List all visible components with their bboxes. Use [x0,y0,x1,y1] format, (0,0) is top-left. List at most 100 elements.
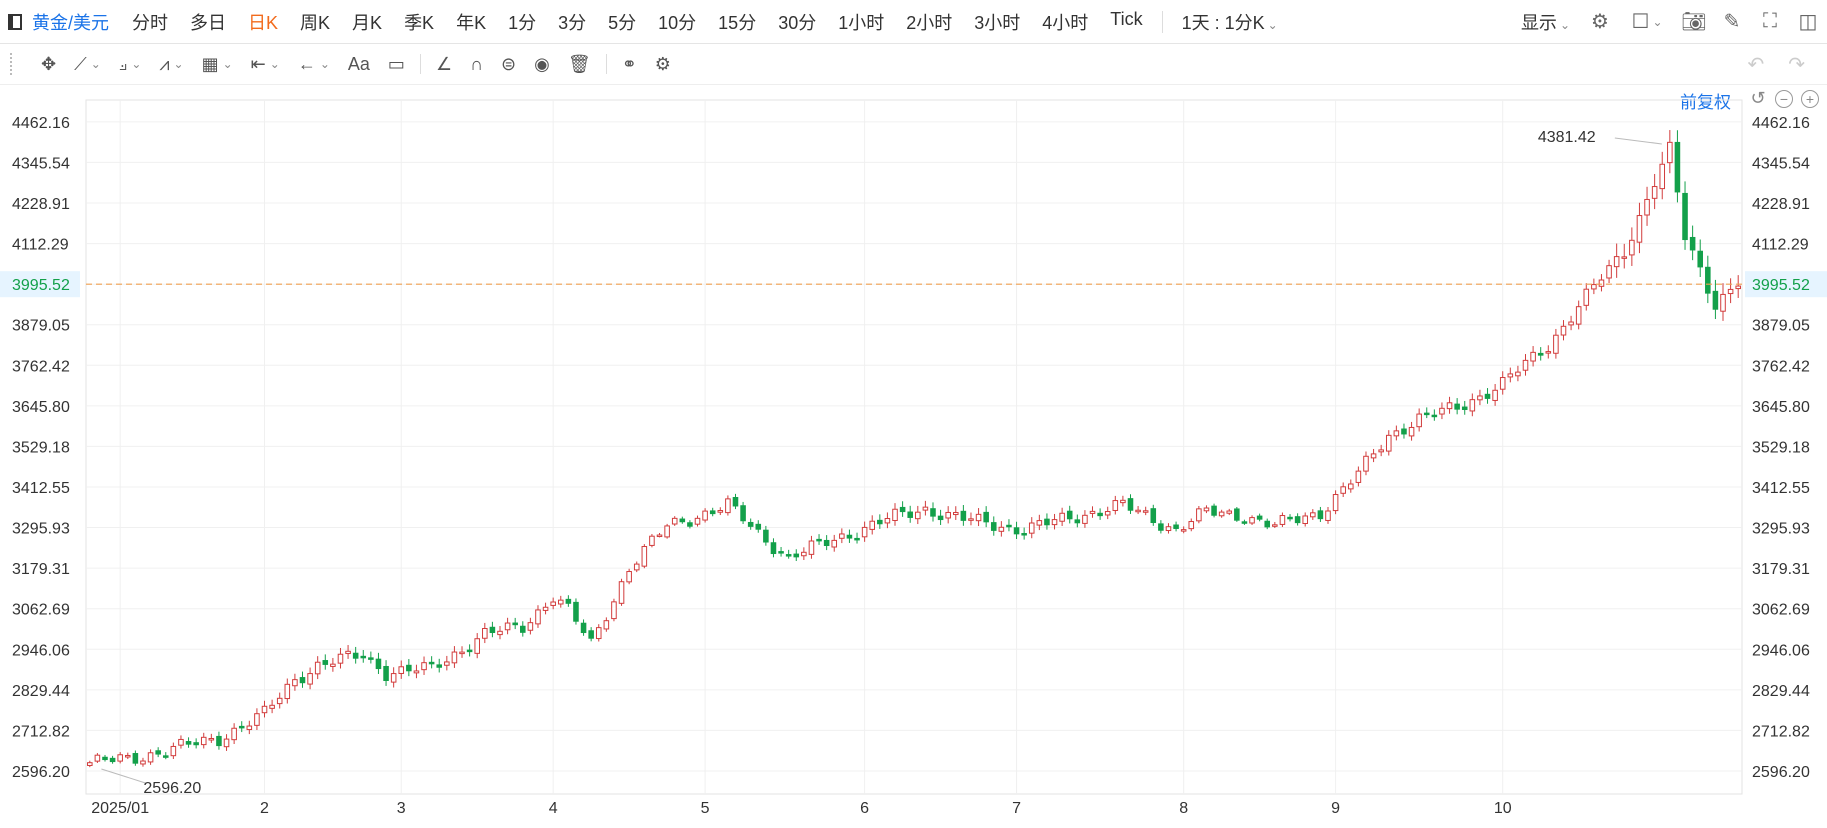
measure-range-icon[interactable]: ⇤ ⌄ [250,53,280,74]
candle [87,760,93,768]
candle [1461,400,1468,415]
period-tab[interactable]: 季K [404,12,435,33]
y-tick-label: 2596.20 [1752,764,1810,781]
candle-body [352,652,359,659]
candle [1735,275,1741,298]
text-tool-icon[interactable]: Aa [347,53,370,74]
candle [899,501,906,517]
candle-body [542,606,549,611]
zoom-out-icon[interactable]: − [1775,90,1793,108]
trend-line-icon[interactable]: ⟋ ⌄ [74,53,101,74]
layout-select-icon[interactable]: ☐ ⌄ [1631,11,1663,33]
period-tab[interactable]: 15分 [718,12,757,33]
candle [709,507,716,517]
candle-body [1066,510,1073,520]
candle-body [671,517,678,525]
period-tab[interactable]: 2小时 [906,12,953,33]
candle-body [930,508,936,517]
period-tab[interactable]: 30分 [778,12,817,33]
reset-icon[interactable]: ↺ [1750,88,1766,108]
y-tick-label: 3412.55 [1752,480,1810,497]
period-tab[interactable]: 3分 [558,12,587,33]
undo-icon[interactable]: ↶ [1747,53,1765,76]
settings-gear-icon[interactable]: ⚙ [1591,11,1609,33]
candle-body [1712,290,1719,310]
candle [861,521,868,542]
candle-body [421,662,427,671]
period-tab[interactable]: 日K [248,12,279,33]
candle [869,515,875,535]
candle-body [1188,521,1195,530]
compare-icon[interactable]: ⚭ [621,53,637,74]
candle [497,625,503,640]
period-tab[interactable]: 月K [352,12,383,33]
trash-icon[interactable]: 🗑︎ [567,53,591,74]
candle [1218,509,1225,518]
symbol-name[interactable]: 黄金/美元 [32,12,110,33]
candle-body [208,737,215,741]
lock-drawings-icon[interactable]: ⊜ [501,53,517,74]
period-tab[interactable]: 周K [300,12,331,33]
candle-body [1317,510,1324,520]
period-tab[interactable]: 5分 [608,12,637,33]
toolbar-grip[interactable] [10,53,18,75]
candle [1074,514,1081,528]
side-panel-icon[interactable]: ◫ [1798,11,1818,33]
arrow-left-icon[interactable]: ← ⌄ [297,53,330,74]
period-tab[interactable]: 10分 [658,12,697,33]
divider [605,54,607,74]
candle [740,501,746,525]
period-tab[interactable]: 4小时 [1042,12,1089,33]
candle-body [1613,256,1620,268]
candle-body [945,511,951,519]
y-tick-label: 3412.55 [12,480,70,497]
draw-settings-icon[interactable]: ⚙ [654,53,671,74]
chevron-down-icon: ⌄ [269,57,280,71]
candle-body [1241,521,1248,524]
comment-icon[interactable]: ▭ [387,53,405,74]
fibonacci-icon[interactable]: ▦ ⌄ [201,53,233,74]
candle-body [1355,470,1362,483]
candle [618,578,625,606]
zoom-in-icon[interactable]: + [1801,90,1819,108]
angle-icon[interactable]: ∠ [435,53,453,74]
wave-pattern-icon[interactable]: ⩘ ⌄ [159,53,184,74]
period-tab[interactable]: 多日 [190,12,227,33]
candle-body [1423,412,1430,416]
period-tab[interactable]: 1分 [508,12,537,33]
y-tick-label: 2829.44 [12,683,70,700]
polyline-icon[interactable]: ⟓ ⌄ [118,53,142,74]
candle-body [1272,524,1278,527]
display-dropdown[interactable]: 显示 ⌄ [1521,9,1570,35]
candle-body [238,725,245,729]
candle [489,621,496,638]
period-tab[interactable]: 1小时 [838,12,885,33]
candle-body [269,704,275,709]
interval-select[interactable]: 1天 : 1分K ⌄ [1182,9,1278,35]
candle [573,598,579,625]
candle-body [618,581,625,604]
move-crosshair-icon[interactable]: ✥ [41,53,57,74]
candle-body [1294,516,1301,524]
pencil-icon[interactable]: ✎ [1723,11,1741,33]
sidebar-toggle-icon[interactable] [8,13,22,30]
candle-body [823,539,830,547]
period-tab[interactable]: 年K [456,12,487,33]
candle [147,749,154,765]
period-tab[interactable]: 3小时 [974,12,1021,33]
eye-visibility-icon[interactable]: ◉ [534,53,550,74]
camera-icon[interactable]: 📷︎ [1681,11,1707,33]
candle [1241,519,1248,525]
y-tick-label: 2829.44 [1752,683,1810,700]
period-tab[interactable]: Tick [1110,8,1143,29]
chevron-down-icon: ⌄ [222,57,233,71]
candle [1401,423,1407,439]
redo-icon[interactable]: ↷ [1788,53,1805,76]
candle [877,514,883,529]
candle-body [656,534,663,538]
fullscreen-icon[interactable]: ⛶ [1763,10,1777,32]
magnet-icon[interactable]: ∩ [470,53,484,74]
period-tab[interactable]: 分时 [132,12,169,33]
price-adjust-button[interactable]: 前复权 [1680,93,1731,112]
